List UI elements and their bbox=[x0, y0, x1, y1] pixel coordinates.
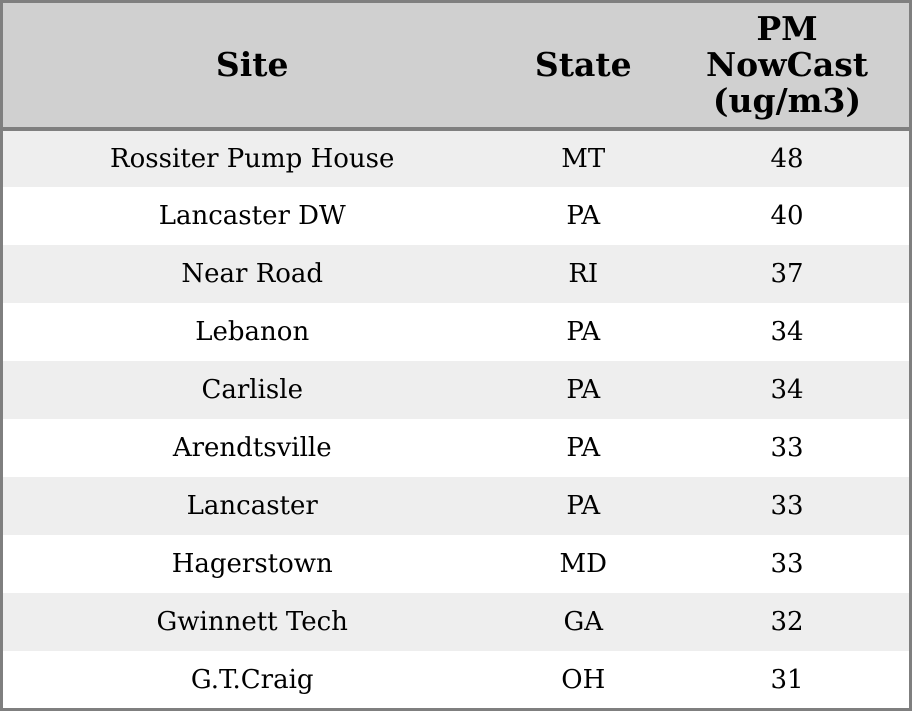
site-cell: Hagerstown bbox=[171, 549, 333, 580]
state-cell: PA bbox=[566, 375, 601, 406]
site-cell: G.T.Craig bbox=[190, 664, 314, 695]
state-cell: PA bbox=[566, 317, 601, 348]
column-header-pm-nowcast: PM NowCast (ug/m3) bbox=[665, 1, 911, 131]
pm-cell: 48 bbox=[770, 144, 804, 175]
pm-cell: 32 bbox=[770, 607, 804, 638]
pm-cell: 33 bbox=[770, 549, 804, 580]
state-cell: GA bbox=[563, 607, 604, 638]
pm-cell: 40 bbox=[770, 201, 804, 232]
site-cell: Arendtsville bbox=[172, 433, 332, 464]
column-header-state: State bbox=[501, 1, 666, 131]
site-cell: Rossiter Pump House bbox=[110, 144, 395, 175]
state-cell: MT bbox=[561, 144, 606, 175]
table-row: Hagerstown MD 33 bbox=[1, 535, 911, 594]
table-row: Lebanon PA 34 bbox=[1, 303, 911, 362]
state-cell: OH bbox=[561, 664, 606, 695]
site-cell: Lancaster bbox=[186, 491, 318, 522]
state-cell: PA bbox=[566, 433, 601, 464]
table-row: G.T.Craig OH 31 bbox=[1, 651, 911, 710]
pm-cell: 31 bbox=[770, 664, 804, 695]
column-header-site: Site bbox=[1, 1, 502, 131]
pm-cell: 33 bbox=[770, 433, 804, 464]
table-row: Arendtsville PA 33 bbox=[1, 419, 911, 478]
site-cell: Lancaster DW bbox=[158, 201, 346, 232]
table-row: Carlisle PA 34 bbox=[1, 361, 911, 420]
site-cell: Carlisle bbox=[201, 375, 303, 406]
state-cell: MD bbox=[559, 549, 607, 580]
site-cell: Gwinnett Tech bbox=[156, 607, 348, 638]
state-cell: PA bbox=[566, 491, 601, 522]
table-row: Lancaster DW PA 40 bbox=[1, 187, 911, 246]
site-cell: Lebanon bbox=[195, 317, 310, 348]
table-row: Lancaster PA 33 bbox=[1, 477, 911, 536]
pm-cell: 34 bbox=[770, 375, 804, 406]
table-row: Gwinnett Tech GA 32 bbox=[1, 593, 911, 652]
state-cell: PA bbox=[566, 201, 601, 232]
pm-cell: 34 bbox=[770, 317, 804, 348]
state-cell: RI bbox=[568, 259, 599, 290]
header-row: Site State PM NowCast (ug/m3) bbox=[1, 1, 911, 131]
site-cell: Near Road bbox=[181, 259, 324, 290]
pm-cell: 33 bbox=[770, 491, 804, 522]
table-row: Near Road RI 37 bbox=[1, 245, 911, 304]
pm-cell: 37 bbox=[770, 259, 804, 290]
table-row: Rossiter Pump House MT 48 bbox=[1, 129, 911, 188]
